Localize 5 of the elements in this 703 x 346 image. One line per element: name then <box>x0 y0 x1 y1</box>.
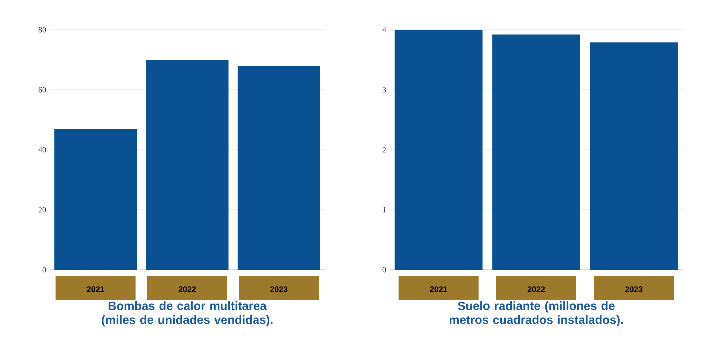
bar <box>54 129 138 270</box>
text: Suelo radiante (millones de metros cuadrados instalados). <box>450 302 624 327</box>
text: Bombas de calor multitarea (miles de unidades vendidas). <box>102 302 273 327</box>
bar <box>238 66 320 270</box>
bar <box>146 60 229 270</box>
